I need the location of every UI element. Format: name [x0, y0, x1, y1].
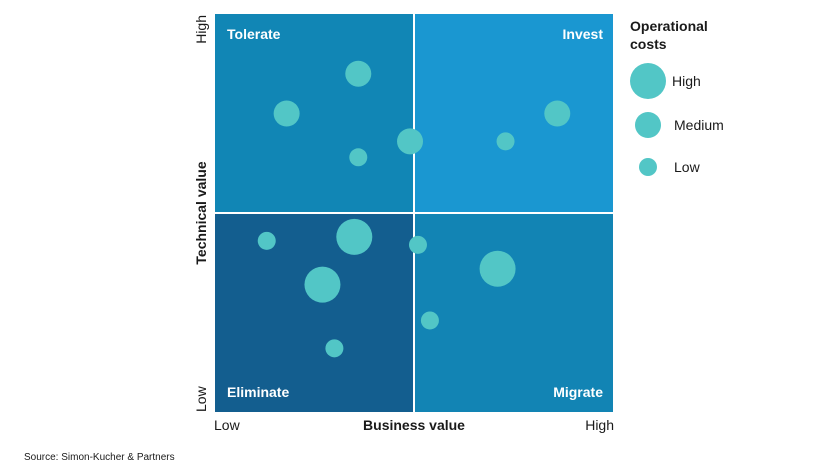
- quadrant-label-tolerate: Tolerate: [227, 26, 281, 42]
- quadrant-labels: Tolerate Invest Eliminate Migrate: [227, 26, 603, 400]
- legend-bubble-low: [639, 158, 657, 176]
- source-note: Source: Simon-Kucher & Partners: [24, 452, 175, 463]
- bubble-point-6: [544, 100, 571, 127]
- bubble-point-11: [479, 250, 516, 287]
- legend-title-line1: Operational: [630, 18, 708, 34]
- quadrant-dividers: [215, 14, 613, 412]
- x-tick-low: Low: [214, 417, 241, 433]
- bubble-point-13: [325, 339, 344, 358]
- quadrant-invest: [414, 14, 613, 213]
- bubble-point-9: [408, 235, 427, 254]
- legend-bubble-high: [630, 63, 666, 99]
- bubble-point-1: [345, 60, 372, 87]
- x-tick-high: High: [585, 417, 614, 433]
- bubble-point-7: [257, 231, 276, 250]
- legend-label-medium: Medium: [674, 117, 724, 133]
- legend-items: High Medium Low: [630, 63, 724, 176]
- bubbles: [257, 60, 571, 358]
- bubble-point-5: [496, 132, 515, 151]
- bubble-point-4: [397, 128, 424, 155]
- y-tick-low: Low: [193, 385, 209, 412]
- legend: Operational costs High Medium Low: [630, 18, 724, 176]
- y-axis-title: Technical value: [193, 161, 209, 264]
- legend-label-high: High: [672, 73, 701, 89]
- bubble-point-8: [336, 218, 373, 255]
- legend-bubble-medium: [635, 112, 661, 138]
- x-axis-title: Business value: [363, 417, 465, 433]
- quadrant-label-eliminate: Eliminate: [227, 384, 289, 400]
- quadrant-label-migrate: Migrate: [553, 384, 603, 400]
- legend-title-line2: costs: [630, 36, 667, 52]
- bubble-point-10: [304, 266, 341, 303]
- quadrant-eliminate: [215, 213, 414, 412]
- quadrant-tolerate: [215, 14, 414, 213]
- quadrant-label-invest: Invest: [563, 26, 604, 42]
- legend-label-low: Low: [674, 159, 701, 175]
- y-tick-high: High: [193, 15, 209, 44]
- quadrant-migrate: [414, 213, 613, 412]
- quadrants: [215, 14, 613, 412]
- bubble-point-3: [349, 148, 368, 167]
- bubble-point-2: [273, 100, 300, 127]
- bubble-point-12: [420, 311, 439, 330]
